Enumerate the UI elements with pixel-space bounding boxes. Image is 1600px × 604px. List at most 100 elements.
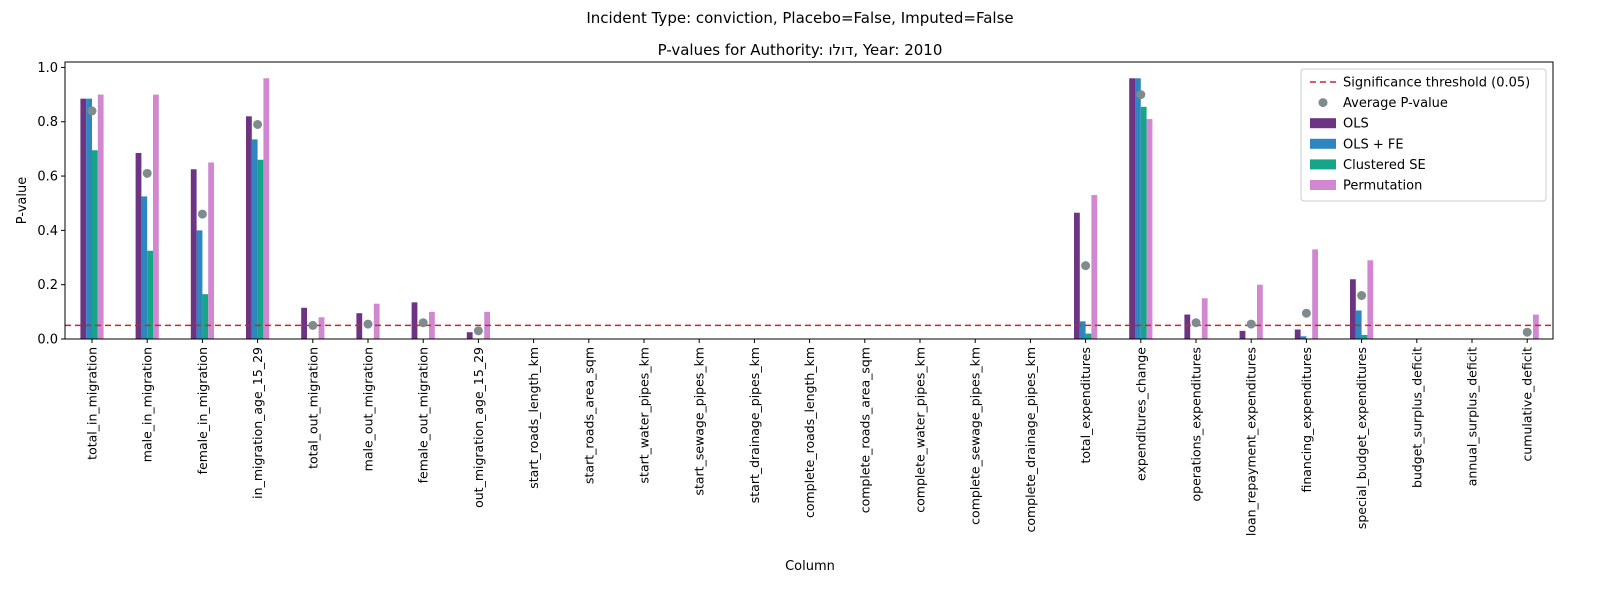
x-tick-label: out_migration_age_15_29 (471, 347, 486, 508)
bar (318, 317, 325, 339)
average-marker (418, 318, 428, 328)
legend-series-swatch (1310, 138, 1336, 149)
average-marker (1522, 327, 1532, 337)
x-tick-label: complete_water_pipes_km (913, 347, 928, 513)
figure-suptitle: Incident Type: conviction, Placebo=False… (586, 9, 1014, 27)
bar (92, 150, 98, 339)
x-axis-label: Column (785, 559, 835, 574)
x-tick-label: financing_expenditures (1299, 347, 1314, 493)
x-tick-label: start_roads_area_sqm (581, 347, 596, 484)
average-marker (197, 209, 207, 219)
x-tick-label: cumulative_deficit (1520, 347, 1535, 462)
average-marker (1357, 291, 1367, 301)
bar (97, 94, 104, 340)
bar (1257, 284, 1263, 339)
x-tick-label: complete_sewage_pipes_km (968, 347, 983, 525)
x-tick-label: male_out_migration (361, 347, 376, 471)
x-tick-label: complete_roads_length_km (802, 347, 817, 518)
bar (196, 230, 203, 339)
legend-series-swatch (1310, 159, 1336, 170)
y-tick-label: 1.0 (37, 61, 58, 76)
average-marker (1191, 318, 1201, 328)
bar (1201, 298, 1208, 339)
x-tick-label: complete_roads_area_sqm (857, 347, 872, 513)
bar (373, 303, 380, 339)
bar (208, 162, 214, 339)
x-tick-label: budget_surplus_deficit (1409, 347, 1424, 488)
average-marker (1136, 90, 1146, 100)
x-tick-label: female_in_migration (195, 347, 210, 474)
average-marker (87, 106, 97, 116)
bar (1184, 314, 1191, 339)
average-marker (473, 326, 483, 336)
x-tick-label: complete_drainage_pipes_km (1023, 347, 1038, 533)
bar (135, 152, 142, 339)
average-marker (308, 320, 318, 330)
bar (1350, 279, 1356, 339)
x-tick-label: total_out_migration (305, 347, 320, 469)
bar (1239, 330, 1246, 339)
bar (190, 169, 197, 339)
y-tick-label: 0.0 (37, 333, 58, 348)
bar (429, 311, 435, 339)
bar (301, 307, 307, 339)
bar (1533, 314, 1539, 339)
x-tick-label: loan_repayment_expenditures (1244, 347, 1259, 536)
legend-series-label: Clustered SE (1343, 158, 1426, 173)
legend-average-swatch (1318, 98, 1328, 108)
x-tick-label: start_water_pipes_km (637, 347, 652, 483)
bar (1300, 336, 1307, 339)
bar (86, 98, 92, 339)
y-tick-label: 0.4 (37, 224, 58, 239)
bar (1085, 333, 1092, 339)
bar (1312, 249, 1318, 339)
x-tick-label: start_drainage_pipes_km (747, 347, 762, 503)
average-marker (142, 168, 152, 178)
chart-title: P-values for Authority: דולו, Year: 2010 (657, 41, 943, 59)
y-tick-label: 0.6 (37, 170, 58, 185)
legend-series-swatch (1310, 118, 1336, 129)
x-tick-label: total_expenditures (1078, 347, 1093, 464)
y-tick-label: 0.2 (37, 278, 58, 293)
legend-threshold-label: Significance threshold (0.05) (1343, 76, 1530, 91)
x-tick-label: female_out_migration (416, 347, 431, 483)
legend-series-label: Permutation (1343, 179, 1422, 194)
x-tick-label: male_in_migration (140, 347, 155, 462)
bar (153, 94, 159, 340)
y-axis-label: P-value (15, 177, 30, 224)
x-tick-label: expenditures_change (1133, 347, 1148, 481)
bar (1367, 260, 1374, 339)
average-marker (1301, 308, 1311, 318)
bar (1361, 334, 1368, 339)
y-tick-label: 0.8 (37, 115, 58, 130)
legend-average-label: Average P-value (1343, 96, 1448, 111)
bar (257, 159, 264, 339)
legend-box (1300, 68, 1547, 202)
bar (147, 250, 153, 339)
bar (263, 78, 270, 339)
bar (141, 196, 148, 339)
average-marker (363, 319, 373, 329)
bar (466, 332, 473, 339)
average-marker (1246, 319, 1256, 329)
x-tick-label: annual_surplus_deficit (1465, 347, 1480, 486)
bar (1079, 321, 1086, 339)
x-tick-label: special_budget_expenditures (1354, 347, 1369, 529)
x-tick-label: operations_expenditures (1189, 347, 1204, 502)
bar (1091, 195, 1098, 339)
x-tick-label: start_roads_length_km (526, 347, 541, 489)
bar (1146, 119, 1153, 339)
bar (246, 116, 252, 340)
bar (80, 98, 87, 339)
bar (1129, 78, 1135, 339)
legend-series-swatch (1310, 180, 1336, 190)
average-marker (1081, 261, 1091, 271)
plot-frame (64, 61, 1554, 340)
bar (411, 302, 418, 339)
bar (1294, 329, 1301, 339)
bar (251, 139, 258, 339)
x-tick-label: start_sewage_pipes_km (692, 347, 707, 496)
x-tick-label: total_in_migration (85, 347, 100, 460)
